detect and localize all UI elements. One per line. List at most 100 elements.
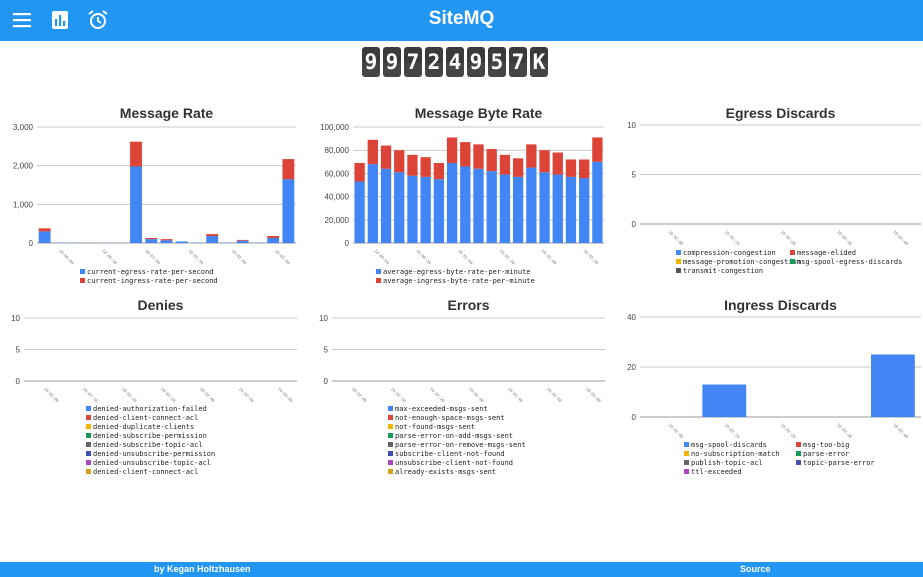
legend-swatch [388,442,393,447]
legend-label: topic-parse-error [803,459,875,467]
legend-swatch [80,278,85,283]
legend-label: compression-congestion [683,249,776,257]
bar [130,166,142,243]
bar [394,172,405,243]
bar [394,150,405,173]
y-tick-label: 10 [627,121,636,130]
legend-label: unsubscribe-client-not-found [395,459,513,467]
x-tick-label: 10:00:04 [58,248,76,266]
bar [267,236,280,238]
legend-label: denied-subscribe-topic-acl [93,441,203,449]
legend-label: denied-duplicate-clients [93,423,194,431]
x-tick-label: 10:02:20 [780,229,798,247]
x-tick-label: 10:02:40 [507,386,525,404]
bar [579,178,590,243]
message-rate-svg: Message Rate 0 1,000 2,000 3,000 10:00:04 10:0… [13,105,296,285]
legend-swatch [86,415,91,420]
legend-label: denied-unsubscribe-topic-acl [93,459,211,467]
legend-label: current-ingress-rate-per-second [87,277,218,285]
bar [206,236,219,243]
legend-swatch [796,460,801,465]
y-tick-label: 5 [632,171,637,180]
x-tick-label: 10:02:40 [892,229,910,247]
bar [565,176,577,243]
legend-label: denied-client-connect-acl [93,414,198,422]
menu-icon[interactable] [10,8,34,32]
app-title: SiteMQ [428,8,495,29]
author-link[interactable]: by Kegan Holtzhausen [154,564,251,574]
x-tick-label: 10:02:34 [582,248,600,266]
bar [380,168,392,243]
bar [526,167,537,243]
counter-digit: 2 [425,47,443,77]
chart-title: Denies [138,297,184,313]
bar [160,240,173,243]
y-tick-label: 0 [632,413,637,422]
legend-label: average-egress-byte-rate-per-minute [383,268,531,276]
legend-swatch [388,451,393,456]
x-tick-label: 10:01:04 [457,248,475,266]
legend-swatch [86,460,91,465]
y-tick-label: 3,000 [13,123,34,132]
legend-swatch [86,406,91,411]
y-tick-label: 60,000 [325,169,350,178]
chart-title: Ingress Discards [724,297,837,313]
legend-label: not-found-msgs-sent [395,423,475,431]
x-tick-label: 10:02:30 [836,229,854,247]
bar [552,174,563,243]
x-tick-label: 10:02:40 [199,386,217,404]
x-tick-label: 10:02:30 [836,422,854,440]
y-tick-label: 0 [632,220,637,229]
legend-swatch [676,259,681,264]
bar [499,174,511,243]
legend-swatch [790,259,795,264]
legend-swatch [388,415,393,420]
bar [367,164,378,243]
y-tick-label: 40,000 [325,193,350,202]
bar-chart-icon[interactable] [48,8,72,32]
counter-digit: K [530,47,548,77]
x-tick-label: 10:02:04 [231,248,249,266]
x-tick-label: 10:02:40 [892,422,910,440]
legend-swatch [388,460,393,465]
x-tick-label: 10:01:34 [187,248,205,266]
x-tick-label: 10:02:00 [667,229,685,247]
legend-label: denied-client-connect-acl [93,468,198,476]
bar [473,144,484,169]
y-tick-label: 1,000 [13,200,34,209]
ingress-discards-svg: Ingress Discards 0 20 40 10:02:00 10:02:10 10:… [627,297,921,476]
x-tick-label: 10:03:00 [585,386,603,404]
bar [446,137,458,163]
legend-swatch [86,469,91,474]
bar [526,144,537,168]
alarm-clock-icon[interactable] [86,8,110,32]
x-tick-label: 10:02:10 [390,386,408,404]
legend-label: publish-topic-acl [691,459,763,467]
legend-label: denied-unsubscribe-permission [93,450,215,458]
bar [486,171,497,243]
bar [460,166,471,243]
x-tick-label: 10:01:34 [499,248,517,266]
legend-swatch [796,451,801,456]
y-tick-label: 20 [627,363,636,372]
bar [354,181,365,243]
bar [236,239,249,241]
legend-label: transmit-congestion [683,267,763,275]
errors-chart: Errors 0 5 10 10:02:00 10:02:10 10:02:20 10:02:… [308,292,613,482]
y-tick-label: 0 [345,239,350,248]
x-tick-label: 10:02:10 [724,229,742,247]
source-link[interactable]: Source [740,564,771,574]
y-tick-label: 10 [319,314,328,323]
y-tick-label: 0 [324,377,329,386]
bar [433,162,445,180]
bar [175,241,188,243]
bar [446,162,458,243]
chart-title: Errors [447,297,489,313]
bar [160,239,173,241]
counter-digit: 9 [383,47,401,77]
legend-swatch [676,268,681,273]
bar [433,179,445,243]
bar [473,168,484,243]
legend-label: subscribe-client-not-found [395,450,505,458]
